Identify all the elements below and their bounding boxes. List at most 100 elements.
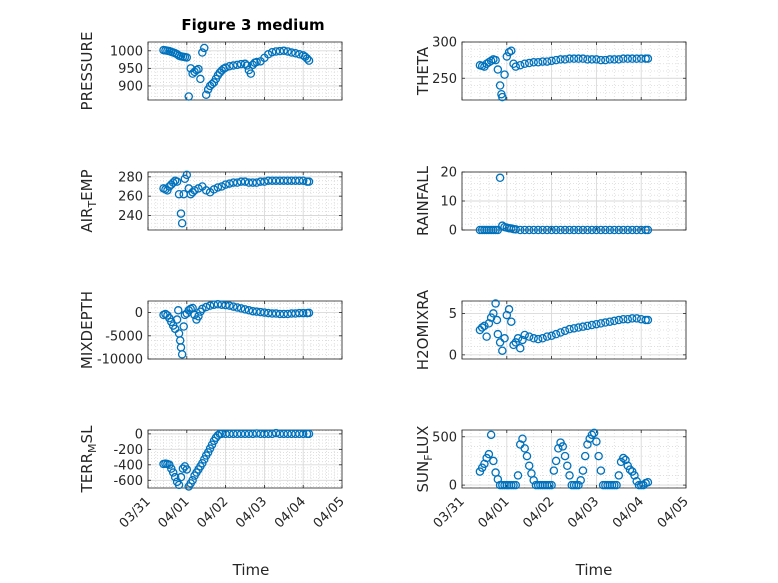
h2omixra-y-tick-label: 0 — [449, 348, 457, 363]
sun_flux-data-point — [486, 430, 496, 440]
rainfall-data-point — [542, 225, 552, 235]
sun_flux-data-point — [589, 428, 599, 438]
sun_flux-y-axis-label: SUNFLUX — [414, 426, 435, 493]
sun_flux-data-point — [592, 437, 601, 446]
pressure-y-tick-label: 900 — [118, 79, 143, 94]
terr_msl-data-point — [304, 429, 314, 439]
sun_flux-data-point — [520, 444, 529, 453]
mixdepth-data-point — [201, 302, 211, 312]
sun_flux-data-point — [522, 451, 532, 461]
air_temp-data-point — [248, 178, 258, 187]
h2omixra-data-point — [509, 340, 518, 350]
rainfall-minor-grid — [462, 172, 686, 230]
air_temp-y-tick-label: 280 — [118, 170, 143, 185]
theta-data-point — [495, 81, 505, 90]
theta-data-point — [542, 57, 552, 66]
theta-data-point — [529, 58, 538, 67]
pressure-y-tick-label: 950 — [118, 62, 143, 77]
mixdepth-y-tick-label: -5000 — [105, 329, 143, 344]
h2omixra-data-point — [489, 309, 498, 318]
sun_flux-data-point — [511, 480, 521, 490]
pressure-y-axis-label: PRESSURE — [78, 32, 96, 111]
theta-data-point — [587, 55, 597, 64]
h2omixra-data-point — [498, 346, 507, 355]
pressure-data-point — [283, 47, 292, 56]
h2omixra-data-point — [605, 317, 615, 326]
sun_flux-data-series — [475, 428, 653, 490]
terr_msl-y-axis-label-sub: M — [86, 443, 99, 453]
h2omixra-data-point — [569, 324, 579, 333]
rainfall-data-point — [520, 225, 529, 235]
pressure-data-point — [279, 46, 289, 56]
pressure-data-point — [291, 48, 300, 58]
air_temp-y-axis-label-rest: EMP — [78, 169, 96, 200]
sun_flux-data-point — [574, 480, 583, 490]
rainfall-data-point — [583, 225, 592, 235]
h2omixra-y-axis-label: H2OMIXRA — [414, 289, 432, 370]
air_temp-data-point — [304, 177, 314, 186]
air_temp-data-point — [172, 177, 182, 186]
rainfall-data-point — [538, 225, 547, 235]
terr_msl-y-axis-label-rest: SL — [78, 425, 96, 444]
pressure-data-point — [201, 90, 211, 99]
pressure-data-point — [304, 56, 314, 65]
terr_msl-data-point — [182, 465, 192, 474]
air_temp-y-tick-label: 240 — [118, 209, 143, 224]
sun_flux-data-point — [625, 465, 635, 474]
pressure-data-point — [236, 59, 246, 69]
air_temp-data-point — [232, 178, 242, 187]
theta-data-point — [502, 52, 512, 61]
air_temp-data-point — [256, 177, 265, 186]
theta-data-point — [578, 54, 588, 63]
rainfall-data-point — [515, 225, 525, 235]
mixdepth-y-axis-label: MIXDEPTH — [78, 291, 96, 369]
mixdepth-data-point — [232, 303, 242, 312]
terr_msl-data-series — [159, 428, 314, 491]
h2omixra-data-series — [475, 299, 653, 355]
theta-data-point — [556, 55, 565, 64]
theta-y-tick-label: 300 — [432, 36, 457, 51]
theta-data-point — [491, 55, 500, 65]
air_temp-y-tick-label: 260 — [118, 190, 143, 205]
rainfall-data-point — [614, 225, 624, 235]
sun_flux-y-axis-label-sub: F — [422, 454, 435, 460]
h2omixra-data-point — [619, 314, 628, 324]
pressure-data-point — [246, 69, 256, 78]
rainfall-data-point — [632, 225, 641, 235]
h2omixra-data-point — [504, 305, 514, 314]
mixdepth-data-point — [304, 308, 314, 318]
rainfall-data-point — [495, 173, 505, 183]
h2omixra-data-point — [515, 343, 525, 353]
pressure-data-point — [242, 61, 252, 70]
air_temp-data-point — [177, 218, 187, 228]
h2omixra-data-point — [601, 318, 610, 327]
pressure-data-point — [184, 92, 193, 101]
terr_msl-y-tick-label: -200 — [113, 443, 143, 458]
h2omixra-data-point — [565, 324, 574, 334]
theta-data-point — [493, 65, 503, 74]
terr_msl-y-tick-label: -600 — [113, 474, 143, 489]
sun_flux-minor-grid — [462, 430, 686, 488]
theta-data-point — [520, 59, 529, 69]
rainfall-data-point — [643, 225, 653, 235]
pressure-data-point — [240, 59, 250, 69]
terr_msl-y-axis-label-base: TERR — [78, 453, 96, 494]
h2omixra-data-point — [623, 314, 633, 324]
sun_flux-data-point — [547, 480, 556, 490]
terr_msl-y-axis-label: TERRMSL — [78, 425, 99, 494]
rainfall-data-point — [524, 225, 534, 235]
rainfall-y-tick-label: 20 — [440, 166, 457, 181]
sun_flux-data-point — [489, 456, 498, 466]
theta-y-tick-label: 250 — [432, 72, 457, 87]
terr_msl-data-point — [174, 480, 184, 490]
pressure-data-point — [200, 43, 209, 53]
subplot-air_temp: 240 260 280 AIRTEMP — [78, 169, 343, 233]
mixdepth-data-point — [236, 304, 246, 313]
pressure-data-point — [194, 64, 203, 74]
theta-data-point — [623, 54, 633, 63]
rainfall-y-axis-label: RAINFALL — [414, 165, 432, 236]
rainfall-data-point — [592, 225, 601, 235]
sun_flux-data-point — [612, 480, 621, 490]
rainfall-y-tick-label: 0 — [449, 224, 457, 239]
air_temp-data-point — [168, 178, 178, 187]
